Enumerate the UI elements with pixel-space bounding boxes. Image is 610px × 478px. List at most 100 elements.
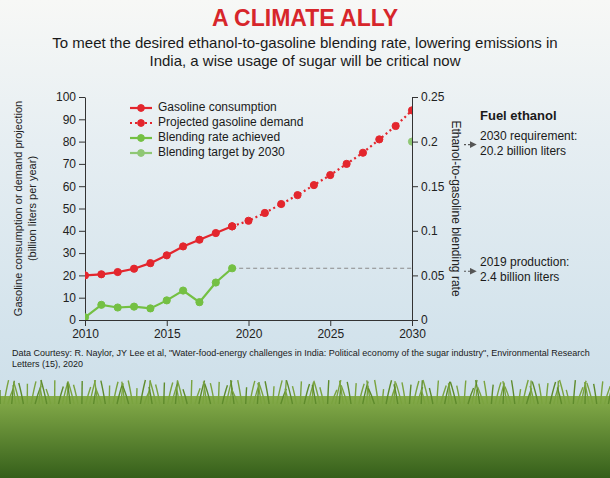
tick: 0.25 — [412, 90, 445, 104]
title: A CLIMATE ALLY — [212, 5, 398, 31]
tick-mark — [412, 275, 418, 276]
tick: 0.2 — [412, 135, 438, 149]
tick: 0.05 — [412, 269, 445, 283]
data-point — [163, 297, 170, 304]
grass-blade — [73, 385, 78, 404]
series-line — [85, 268, 232, 317]
grass-blade — [140, 380, 145, 404]
grass-blade — [40, 389, 43, 404]
grass-blade — [285, 389, 289, 404]
annotation-arrow — [464, 144, 476, 145]
grass-blade — [31, 381, 36, 404]
tick-mark — [167, 320, 168, 326]
tick: 2025 — [317, 320, 344, 341]
data-point — [163, 252, 170, 259]
grass-blade — [396, 383, 402, 404]
tick-label: 0 — [421, 313, 428, 327]
data-point — [130, 265, 137, 272]
tick-label: 2010 — [72, 327, 99, 341]
data-point — [278, 200, 285, 207]
grass-blade — [355, 383, 356, 404]
grass-blade — [41, 380, 47, 404]
tick-label: 2020 — [236, 327, 263, 341]
tick-label: 70 — [63, 157, 77, 171]
grass-blade — [512, 380, 515, 404]
grass-blade — [478, 387, 484, 404]
data-point — [114, 268, 121, 275]
grass-blade — [183, 389, 187, 404]
tick: 30 — [63, 246, 85, 260]
annotation: 2030 requirement:20.2 billion liters — [480, 129, 577, 158]
grass-blade — [190, 380, 192, 404]
grass-blade — [519, 389, 521, 404]
tick: 50 — [63, 202, 85, 216]
axis-line — [85, 98, 86, 321]
legend-item: Gasoline consumption — [130, 100, 277, 114]
annotation: 2019 production:2.4 billion liters — [480, 255, 569, 284]
annotation-arrow — [464, 271, 476, 272]
tick-mark — [79, 253, 85, 254]
tick: 2015 — [154, 320, 181, 341]
tick-label: 30 — [63, 246, 77, 260]
tick-label: 0.15 — [421, 180, 445, 194]
grass-blade — [149, 387, 152, 404]
legend-marker — [138, 135, 145, 142]
tick-label: 60 — [63, 180, 77, 194]
grass-blade — [573, 380, 575, 404]
legend-label: Blending rate achieved — [158, 130, 280, 144]
tick-mark — [79, 164, 85, 165]
grass-blade — [457, 386, 460, 404]
grass-blade — [464, 381, 466, 404]
tick-mark — [412, 142, 418, 143]
grass-blade — [437, 381, 439, 404]
grass-blade — [136, 388, 138, 404]
tick-mark — [330, 320, 331, 326]
data-point — [147, 305, 154, 312]
grass-blade — [4, 380, 9, 404]
grass-blade — [287, 380, 293, 404]
tick: 0 — [412, 313, 428, 327]
legend-label: Projected gasoline demand — [158, 115, 303, 129]
tick: 40 — [63, 224, 85, 238]
grass-blade — [450, 382, 456, 404]
grass-blade — [95, 388, 101, 404]
tick-mark — [85, 320, 86, 326]
grass-blade — [108, 385, 110, 404]
grass-blade — [530, 386, 534, 404]
data-point — [310, 181, 317, 188]
tick-mark — [412, 97, 418, 98]
data-point — [359, 149, 366, 156]
grass-blade — [566, 390, 569, 404]
data-point — [343, 160, 350, 167]
data-point — [376, 136, 383, 143]
grass-blade — [594, 384, 597, 404]
grass-ground — [0, 396, 610, 478]
grass-blade — [218, 382, 220, 404]
data-point — [130, 303, 137, 310]
grass-blade — [587, 383, 593, 404]
tick: 20 — [63, 269, 85, 283]
tick-label: 2030 — [399, 327, 426, 341]
data-point — [180, 287, 187, 294]
grass-blade — [150, 381, 156, 404]
tick: 2010 — [72, 320, 99, 341]
data-point — [85, 272, 89, 279]
y2-axis-title: Ethanol-to-gasoline blending rate — [449, 120, 463, 296]
grass-blade — [503, 381, 507, 404]
subtitle: To meet the desired ethanol-to-gasoline … — [52, 34, 557, 69]
grass-blade — [375, 380, 379, 404]
source: Data Courtesy: R. Naylor, JY Lee et al, … — [12, 348, 590, 369]
grass-blade — [560, 380, 566, 404]
grass — [0, 380, 610, 478]
grass-blade — [402, 382, 406, 404]
grass-blade — [557, 388, 561, 404]
grass-blade — [259, 384, 265, 404]
tick-mark — [79, 119, 85, 120]
grass-blade — [410, 385, 411, 404]
reference-line — [232, 268, 412, 269]
data-point — [98, 271, 105, 278]
legend-marker — [138, 150, 145, 157]
grass-blade — [421, 389, 425, 404]
grass-blade — [54, 380, 56, 404]
grass-blade — [265, 381, 269, 404]
